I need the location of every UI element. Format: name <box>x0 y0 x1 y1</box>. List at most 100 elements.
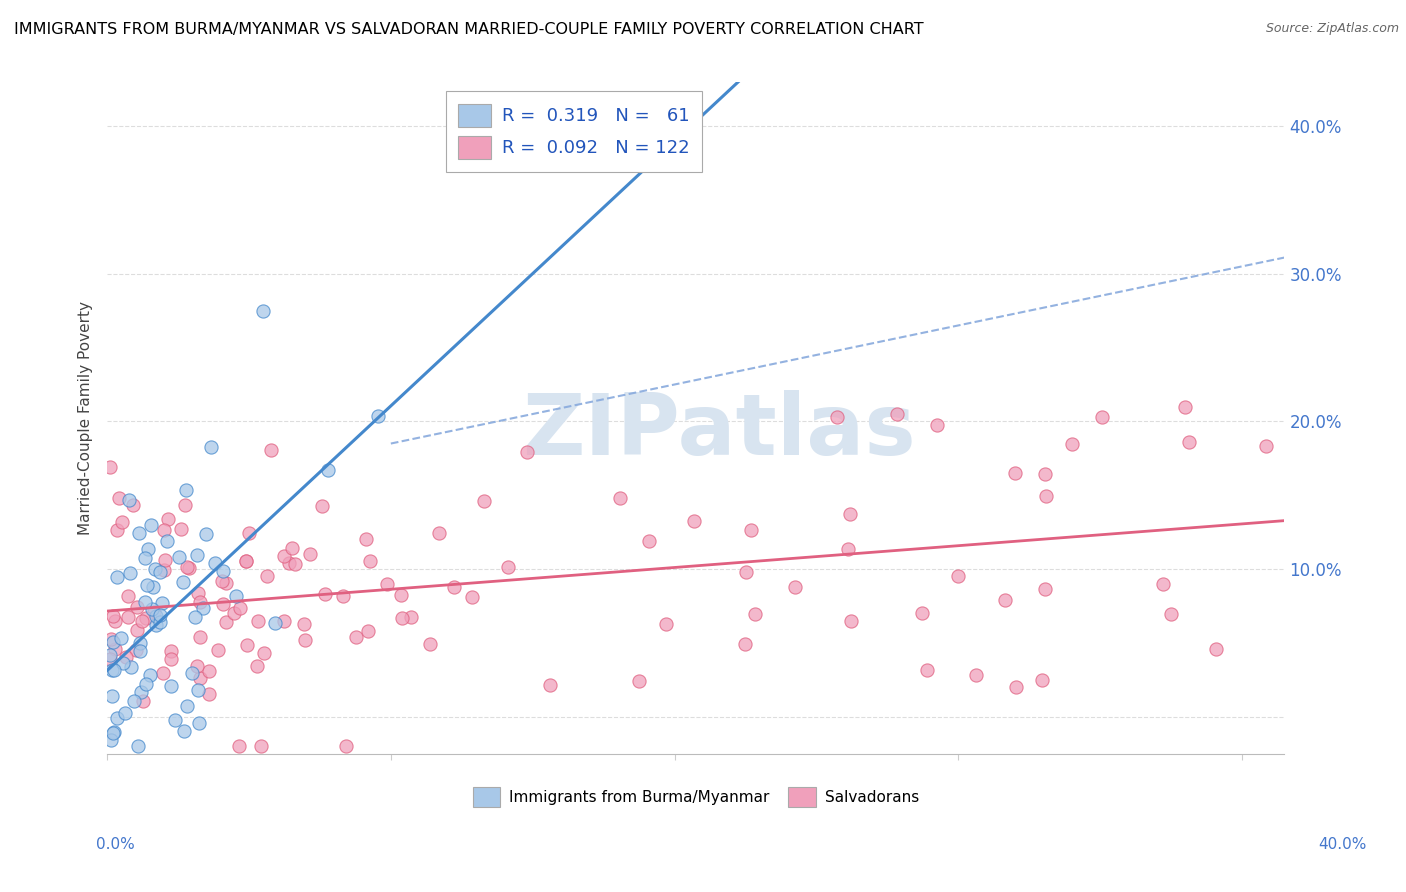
Point <box>100 632 122 647</box>
Point <box>207 643 229 657</box>
Point <box>122 498 145 512</box>
Point <box>149 565 172 579</box>
Point <box>204 556 226 570</box>
Point <box>167 549 190 564</box>
Point <box>235 554 257 568</box>
Point <box>120 660 142 674</box>
Point <box>103 663 125 677</box>
Point <box>129 636 152 650</box>
Point <box>135 578 157 592</box>
Point <box>332 589 354 603</box>
Point <box>122 694 145 708</box>
Text: Source: ZipAtlas.com: Source: ZipAtlas.com <box>1265 22 1399 36</box>
Point <box>187 683 209 698</box>
Point <box>105 569 128 583</box>
Point <box>1284 482 1306 496</box>
Point <box>135 677 157 691</box>
Point <box>1256 439 1278 453</box>
Point <box>127 600 149 615</box>
Point <box>292 617 315 632</box>
Point <box>1033 467 1056 481</box>
Point <box>165 713 187 727</box>
Point <box>159 651 181 665</box>
Point <box>356 624 378 638</box>
Point <box>103 608 125 623</box>
Point <box>1288 422 1310 436</box>
Point <box>314 587 336 601</box>
Point <box>101 635 124 649</box>
Point <box>461 590 484 604</box>
Point <box>273 614 295 628</box>
Point <box>236 638 259 652</box>
Point <box>367 409 389 423</box>
Point <box>103 724 125 739</box>
Point <box>134 594 156 608</box>
Point <box>740 524 762 538</box>
Point <box>104 642 127 657</box>
Point <box>335 739 357 753</box>
Point <box>98 459 121 474</box>
Point <box>105 710 128 724</box>
Point <box>159 679 181 693</box>
Point <box>153 553 176 567</box>
Point <box>391 611 413 625</box>
Point <box>117 589 139 603</box>
Point <box>825 410 848 425</box>
Point <box>129 644 152 658</box>
Point <box>966 668 988 682</box>
Point <box>211 574 233 588</box>
Point <box>419 637 441 651</box>
Point <box>149 615 172 630</box>
Point <box>496 560 519 574</box>
Point <box>837 541 859 556</box>
Point <box>375 577 398 591</box>
Point <box>174 483 197 498</box>
Point <box>188 630 211 644</box>
Point <box>443 580 465 594</box>
Point <box>516 445 538 459</box>
Point <box>246 614 269 628</box>
Point <box>683 514 706 528</box>
Point <box>734 566 756 580</box>
Point <box>174 499 197 513</box>
Point <box>1288 565 1310 579</box>
Point <box>141 601 163 615</box>
Point <box>1205 642 1227 657</box>
Point <box>98 648 121 662</box>
Point <box>1060 436 1083 450</box>
Point <box>264 615 287 630</box>
Point <box>1031 673 1053 688</box>
Point <box>169 522 191 536</box>
Point <box>198 665 221 679</box>
Point <box>156 512 179 526</box>
Point <box>142 580 165 594</box>
Point <box>235 553 257 567</box>
Point <box>152 665 174 680</box>
Point <box>100 733 122 747</box>
Point <box>143 562 166 576</box>
Point <box>1152 576 1174 591</box>
Point <box>225 589 247 603</box>
Point <box>1004 466 1026 480</box>
Point <box>153 523 176 537</box>
Legend: Immigrants from Burma/Myanmar, Salvadorans: Immigrants from Burma/Myanmar, Salvadora… <box>467 781 925 813</box>
Point <box>187 586 209 600</box>
Point <box>211 565 233 579</box>
Point <box>281 541 304 556</box>
Point <box>839 614 862 628</box>
Point <box>211 598 233 612</box>
Point <box>238 526 260 541</box>
Point <box>915 663 938 677</box>
Point <box>655 617 678 632</box>
Point <box>172 575 194 590</box>
Point <box>179 561 201 575</box>
Point <box>252 303 274 318</box>
Point <box>316 463 339 477</box>
Point <box>101 663 124 677</box>
Point <box>104 614 127 628</box>
Point <box>256 569 278 583</box>
Point <box>156 533 179 548</box>
Point <box>173 724 195 739</box>
Point <box>783 580 806 594</box>
Point <box>111 516 134 530</box>
